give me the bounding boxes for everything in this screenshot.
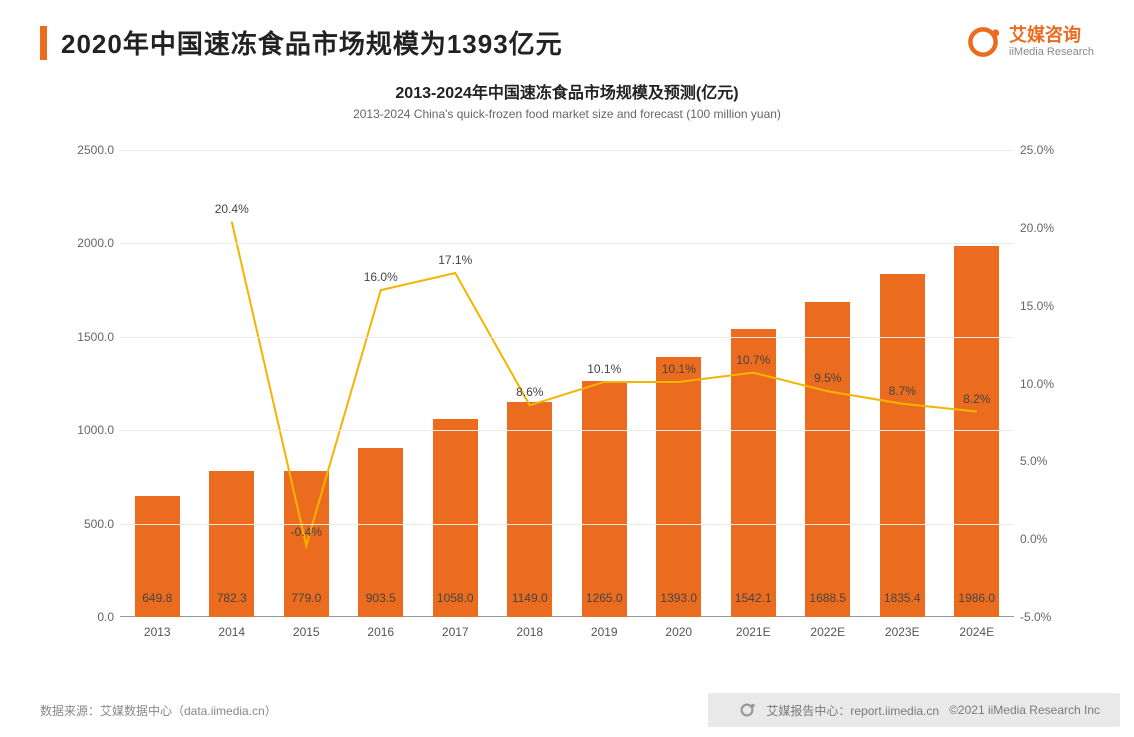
y-right-tick: 10.0% — [1014, 377, 1074, 391]
y-left-tick: 0.0 — [60, 610, 120, 624]
y-right-tick: 5.0% — [1014, 454, 1074, 468]
x-label: 2024E — [940, 617, 1015, 647]
x-label: 2017 — [418, 617, 493, 647]
data-source: 数据来源：艾媒数据中心（data.iimedia.cn） — [14, 702, 277, 719]
y-left-tick: 2000.0 — [60, 236, 120, 250]
chart-area: 0.0500.01000.01500.02000.02500.0 -5.0%0.… — [60, 150, 1074, 647]
y-right-tick: 20.0% — [1014, 221, 1074, 235]
y-left-tick: 2500.0 — [60, 143, 120, 157]
x-label: 2020 — [642, 617, 717, 647]
logo-text-cn: 艾媒咨询 — [1009, 26, 1094, 46]
grid-line — [120, 243, 1014, 244]
line-value-label: 10.7% — [736, 353, 770, 367]
y-left-tick: 1500.0 — [60, 330, 120, 344]
line-value-label: -0.4% — [291, 525, 322, 539]
x-label: 2018 — [493, 617, 568, 647]
x-label: 2021E — [716, 617, 791, 647]
line-value-label: 16.0% — [364, 270, 398, 284]
x-label: 2013 — [120, 617, 195, 647]
x-label: 2014 — [195, 617, 270, 647]
x-label: 2022E — [791, 617, 866, 647]
line-value-label: 8.7% — [889, 384, 916, 398]
line-value-label: 10.1% — [662, 362, 696, 376]
grid-line — [120, 337, 1014, 338]
y-left-tick: 500.0 — [60, 517, 120, 531]
footer-copyright: ©2021 iiMedia Research Inc — [949, 703, 1100, 717]
footer-credits: 艾媒报告中心：report.iimedia.cn ©2021 iiMedia R… — [708, 693, 1120, 727]
grid-line — [120, 150, 1014, 151]
x-label: 2016 — [344, 617, 419, 647]
chart-title-en: 2013-2024 China's quick-frozen food mark… — [0, 107, 1134, 121]
page-title: 2020年中国速冻食品市场规模为1393亿元 — [61, 24, 563, 61]
line-value-label: 9.5% — [814, 371, 841, 385]
line-value-label: 8.2% — [963, 392, 990, 406]
x-label: 2015 — [269, 617, 344, 647]
x-label: 2023E — [865, 617, 940, 647]
line-value-label: 10.1% — [587, 362, 621, 376]
title-accent-bar — [40, 26, 47, 60]
y-axis-left: 0.0500.01000.01500.02000.02500.0 — [60, 150, 120, 617]
line-value-label: 8.6% — [516, 385, 543, 399]
y-right-tick: 15.0% — [1014, 299, 1074, 313]
x-label: 2019 — [567, 617, 642, 647]
line-value-label: 20.4% — [215, 202, 249, 216]
y-right-tick: 0.0% — [1014, 532, 1074, 546]
logo-icon — [965, 24, 1001, 60]
footer-report-link: 艾媒报告中心：report.iimedia.cn — [766, 702, 939, 719]
y-right-tick: 25.0% — [1014, 143, 1074, 157]
y-left-tick: 1000.0 — [60, 423, 120, 437]
y-right-tick: -5.0% — [1014, 610, 1074, 624]
chart-title-cn: 2013-2024年中国速冻食品市场规模及预测(亿元) — [0, 79, 1134, 103]
logo-text-en: iiMedia Research — [1009, 46, 1094, 58]
footer-logo-icon — [738, 701, 756, 719]
grid-line — [120, 524, 1014, 525]
brand-logo: 艾媒咨询 iiMedia Research — [965, 24, 1094, 60]
line-overlay — [120, 150, 1014, 617]
plot-region: 649.8782.3779.0903.51058.01149.01265.013… — [120, 150, 1014, 617]
x-axis-labels: 201320142015201620172018201920202021E202… — [120, 617, 1014, 647]
grid-line — [120, 430, 1014, 431]
y-axis-right: -5.0%0.0%5.0%10.0%15.0%20.0%25.0% — [1014, 150, 1074, 617]
line-value-label: 17.1% — [438, 253, 472, 267]
growth-line — [232, 222, 977, 546]
